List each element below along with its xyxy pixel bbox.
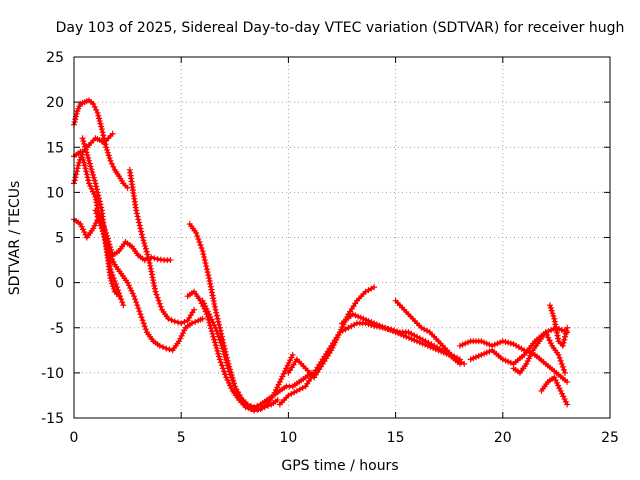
x-tick-label: 10 xyxy=(279,430,297,446)
series-trace-n xyxy=(392,297,468,367)
y-tick-label: 0 xyxy=(55,276,64,292)
series-trace-j xyxy=(199,297,315,411)
series-trace-r xyxy=(538,374,571,408)
chart-title: Day 103 of 2025, Sidereal Day-to-day VTE… xyxy=(56,20,625,36)
y-tick-labels: -15 -10 -5 0 5 10 15 20 25 xyxy=(41,50,64,427)
y-tick-label: -10 xyxy=(41,366,64,382)
series-point-markers xyxy=(456,338,571,385)
y-tick-label: 15 xyxy=(46,140,64,156)
y-tick-label: 25 xyxy=(46,50,64,66)
series-trace-a xyxy=(71,97,131,191)
x-tick-label: 5 xyxy=(177,430,186,446)
data-traces xyxy=(71,97,571,414)
series-point-markers xyxy=(546,302,571,349)
y-tick-label: -15 xyxy=(41,411,64,427)
series-trace-q xyxy=(510,329,568,376)
x-tick-label: 15 xyxy=(387,430,405,446)
series-trace-f xyxy=(92,207,206,354)
y-tick-label: -5 xyxy=(50,321,64,337)
axis-ticks xyxy=(73,56,611,419)
y-tick-label: 10 xyxy=(46,185,64,201)
y-axis-label: SDTVAR / TECUs xyxy=(7,181,23,296)
x-axis-label: GPS time / hours xyxy=(281,458,398,474)
series-point-markers xyxy=(126,166,198,327)
series-trace-o xyxy=(456,338,571,385)
series-point-markers xyxy=(510,329,568,376)
series-point-markers xyxy=(538,374,571,408)
series-point-markers xyxy=(392,297,468,367)
series-trace-l xyxy=(285,284,378,381)
y-tick-label: 20 xyxy=(46,95,64,111)
series-point-markers xyxy=(285,284,378,381)
y-tick-label: 5 xyxy=(55,231,64,247)
series-trace-g xyxy=(126,166,198,327)
x-tick-labels: 0 5 10 15 20 25 xyxy=(70,430,619,446)
x-tick-label: 20 xyxy=(494,430,512,446)
series-point-markers xyxy=(199,297,315,411)
series-point-markers xyxy=(92,207,206,354)
x-tick-label: 0 xyxy=(70,430,79,446)
series-trace-s xyxy=(546,302,571,349)
x-tick-label: 25 xyxy=(601,430,619,446)
